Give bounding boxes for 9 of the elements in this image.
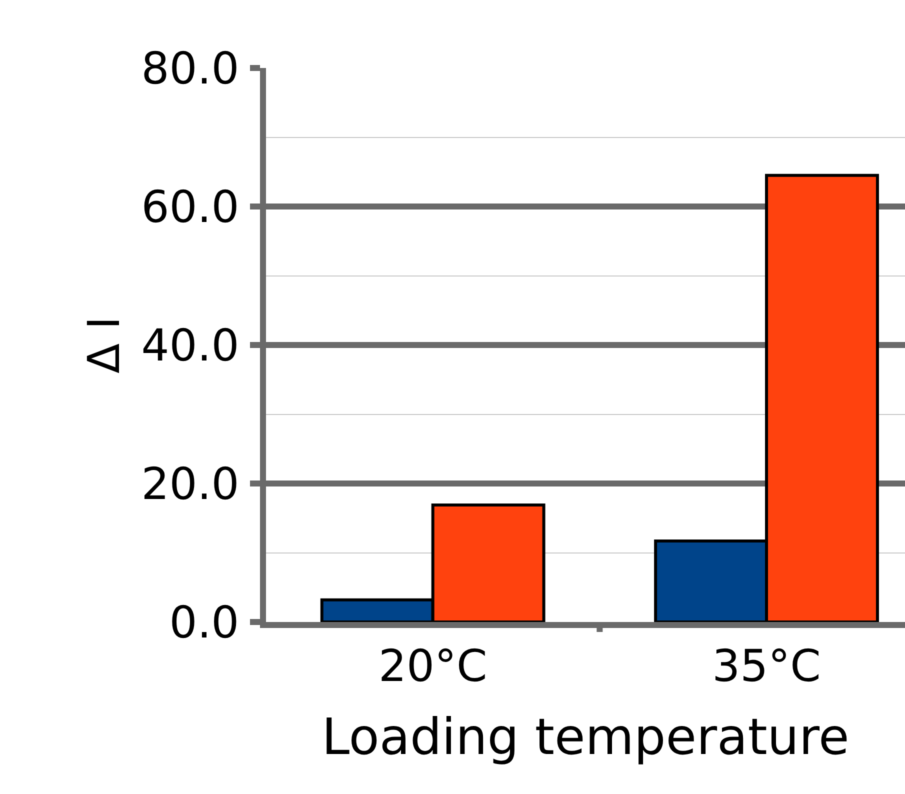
y-tick-label: 60.0 [141, 182, 240, 233]
x-tick-label: 35°C [712, 640, 821, 692]
y-tick-label: 80.0 [141, 43, 240, 94]
y-tick-label: 0.0 [169, 597, 240, 648]
y-tick-label: 20.0 [141, 458, 240, 510]
y-tick-label: 40.0 [141, 320, 240, 372]
x-tick-label: 20°C [378, 640, 488, 692]
y-axis-title: Δ I [78, 316, 130, 374]
x-axis-title: Loading temperature [322, 708, 850, 766]
